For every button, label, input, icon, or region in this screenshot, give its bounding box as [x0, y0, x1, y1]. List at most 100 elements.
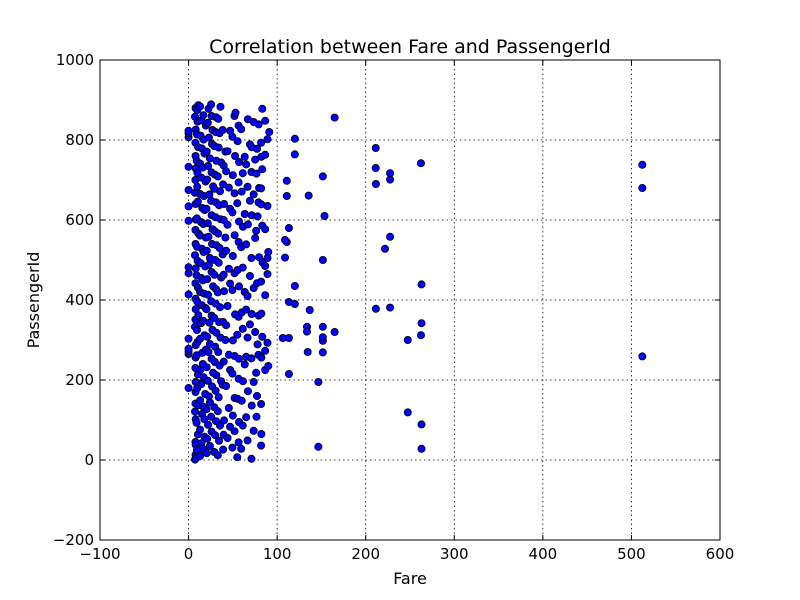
data-point — [221, 335, 230, 344]
data-point — [215, 436, 224, 445]
data-point — [197, 379, 206, 388]
data-point — [290, 281, 299, 290]
data-point — [235, 354, 244, 363]
data-point — [417, 280, 426, 289]
data-point — [230, 189, 239, 198]
data-point — [204, 133, 213, 142]
data-point — [228, 251, 237, 260]
x-tick-label: 500 — [617, 545, 646, 563]
data-point — [258, 165, 267, 174]
data-point — [234, 178, 243, 187]
y-tick-label: 200 — [65, 371, 94, 389]
data-point — [416, 159, 425, 168]
data-point — [638, 352, 647, 361]
data-point — [213, 172, 222, 181]
data-point — [235, 157, 244, 166]
data-point — [207, 412, 216, 421]
data-point — [202, 204, 211, 213]
data-point — [223, 147, 232, 156]
data-point — [233, 453, 242, 462]
data-point — [243, 387, 252, 396]
data-point — [371, 143, 380, 152]
data-point — [251, 233, 260, 242]
data-point — [212, 371, 221, 380]
data-point — [304, 191, 313, 200]
data-point — [257, 184, 266, 193]
data-point — [403, 408, 412, 417]
data-point — [638, 160, 647, 169]
data-point — [264, 361, 273, 370]
data-point — [219, 357, 228, 366]
data-point — [261, 346, 270, 355]
data-point — [204, 260, 213, 269]
data-point — [184, 290, 193, 299]
data-point — [192, 418, 201, 427]
data-point — [314, 377, 323, 386]
data-point — [245, 320, 254, 329]
data-point — [231, 108, 240, 117]
data-point — [265, 127, 274, 136]
data-point — [253, 340, 262, 349]
data-point — [230, 427, 239, 436]
y-tick-label: −200 — [53, 531, 94, 549]
data-point — [245, 271, 254, 280]
data-point — [184, 126, 193, 135]
data-point — [249, 377, 258, 386]
data-point — [257, 277, 266, 286]
data-point — [417, 319, 426, 328]
data-point — [196, 396, 205, 405]
data-point — [210, 270, 219, 279]
data-point — [247, 401, 256, 410]
y-tick-label: 600 — [65, 211, 94, 229]
data-point — [386, 303, 395, 312]
y-axis-label: PassengerId — [24, 252, 43, 349]
data-point — [263, 135, 272, 144]
data-point — [253, 144, 262, 153]
data-point — [216, 421, 225, 430]
data-point — [202, 305, 211, 314]
data-point — [216, 187, 225, 196]
data-point — [214, 229, 223, 238]
data-point — [417, 444, 426, 453]
data-point — [282, 176, 291, 185]
data-point — [223, 433, 232, 442]
data-point — [203, 175, 212, 184]
data-point — [263, 338, 272, 347]
data-point — [216, 102, 225, 111]
data-point — [184, 202, 193, 211]
data-point — [215, 243, 224, 252]
data-point — [184, 334, 193, 343]
data-point — [205, 441, 214, 450]
data-point — [204, 232, 213, 241]
data-point — [233, 330, 242, 339]
data-point — [318, 348, 327, 357]
data-point — [237, 444, 246, 453]
data-point — [204, 290, 213, 299]
data-point — [330, 113, 339, 122]
data-point — [221, 233, 230, 242]
data-point — [203, 219, 212, 228]
data-point — [184, 162, 193, 171]
data-point — [193, 182, 202, 191]
data-point — [320, 211, 329, 220]
data-point — [249, 426, 258, 435]
x-tick-label: 600 — [706, 545, 735, 563]
data-point — [284, 369, 293, 378]
data-point — [237, 187, 246, 196]
data-point — [223, 220, 232, 229]
data-point — [242, 305, 251, 314]
data-point — [196, 425, 205, 434]
data-point — [219, 445, 228, 454]
data-point — [184, 216, 193, 225]
data-point — [216, 303, 225, 312]
data-point — [302, 327, 311, 336]
data-point — [224, 403, 233, 412]
x-tick-label: 300 — [440, 545, 469, 563]
data-point — [240, 152, 249, 161]
data-point — [242, 160, 251, 169]
data-point — [220, 416, 229, 425]
data-point — [202, 449, 211, 458]
data-point — [231, 151, 240, 160]
data-point — [386, 232, 395, 241]
data-point — [233, 137, 242, 146]
